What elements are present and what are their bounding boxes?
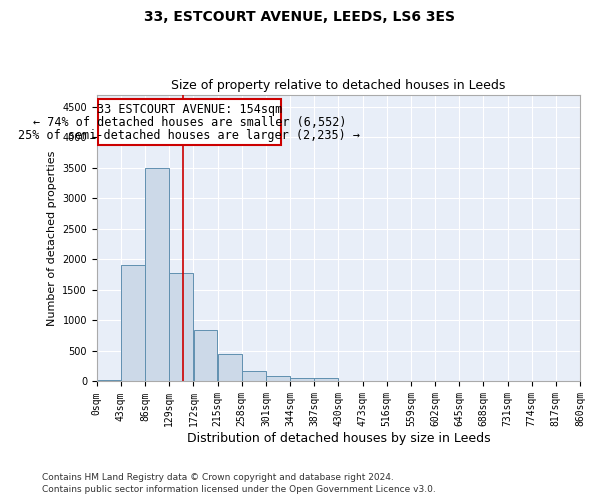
Text: ← 74% of detached houses are smaller (6,552): ← 74% of detached houses are smaller (6,… xyxy=(33,116,346,129)
Y-axis label: Number of detached properties: Number of detached properties xyxy=(47,150,57,326)
Text: Contains HM Land Registry data © Crown copyright and database right 2024.: Contains HM Land Registry data © Crown c… xyxy=(42,472,394,482)
Bar xyxy=(242,372,266,382)
Text: Contains public sector information licensed under the Open Government Licence v3: Contains public sector information licen… xyxy=(42,485,436,494)
Bar xyxy=(121,266,145,382)
Bar xyxy=(169,273,193,382)
Bar xyxy=(266,376,290,382)
Bar xyxy=(145,168,169,382)
Bar xyxy=(218,354,242,382)
Text: 33 ESTCOURT AVENUE: 154sqm: 33 ESTCOURT AVENUE: 154sqm xyxy=(97,103,282,116)
Bar xyxy=(98,100,281,145)
Bar xyxy=(97,380,121,382)
Bar xyxy=(314,378,338,382)
Bar xyxy=(290,378,314,382)
X-axis label: Distribution of detached houses by size in Leeds: Distribution of detached houses by size … xyxy=(187,432,490,445)
Text: 25% of semi-detached houses are larger (2,235) →: 25% of semi-detached houses are larger (… xyxy=(19,128,361,141)
Title: Size of property relative to detached houses in Leeds: Size of property relative to detached ho… xyxy=(171,79,506,92)
Bar xyxy=(194,330,217,382)
Text: 33, ESTCOURT AVENUE, LEEDS, LS6 3ES: 33, ESTCOURT AVENUE, LEEDS, LS6 3ES xyxy=(145,10,455,24)
